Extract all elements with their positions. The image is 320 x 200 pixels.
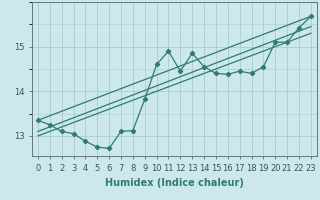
X-axis label: Humidex (Indice chaleur): Humidex (Indice chaleur) (105, 178, 244, 188)
